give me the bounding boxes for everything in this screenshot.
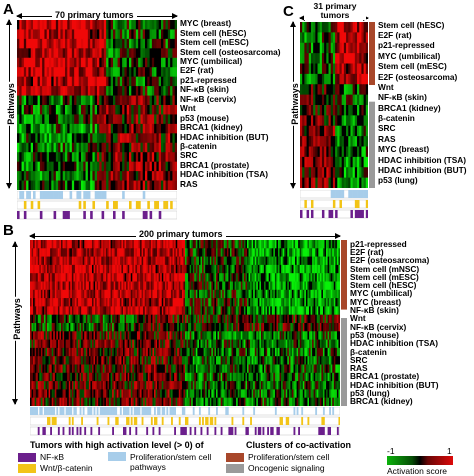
legend-item-oncogenic: Oncogenic signaling [226,463,325,473]
panel-c-cluster-bar [369,22,375,188]
legend-swatch-prolif-pathways [108,452,126,461]
panel-c-heatmap [300,22,368,188]
pathway-label: Stem cell (mESC) [180,37,249,48]
panel-a-heatmap [17,20,177,190]
pathway-label: p21-repressed [378,40,435,51]
legend-label-prolif-pathways: Proliferation/stem cell pathways [130,452,212,472]
pathway-label: Stem cell (osteosarcoma) [180,46,281,57]
pathway-label: Stem cell (mNSC) [350,263,420,274]
panel-c-pathways-label: Pathways [289,82,300,126]
legend-item-prolif-cluster: Proliferation/stem cell [226,452,329,462]
pathway-label: RAS [350,363,368,374]
pathway-label: NF-κB (cervix) [350,321,407,332]
legend-label-nfkb: NF-κB [40,452,65,462]
panel-b-cluster-bar [341,240,347,406]
panel-b-pathways-label: Pathways [11,297,22,341]
pathway-label: Stem cell (hESC) [378,19,445,30]
legend-clusters-title: Clusters of co-activation [246,440,352,450]
pathway-label: MYC (breast) [180,18,232,29]
pathway-label: Wnt [180,103,196,114]
pathway-label: BRCA1 (kidney) [350,396,413,407]
panel-c-tumor-label: 31 primary tumors [304,2,366,20]
pathway-label: E2F (osteosarcoma) [350,255,430,266]
panel-b-tumor-label: 200 primary tumors [136,229,226,239]
pathway-label: p21-repressed [350,238,407,249]
panel-b-heatmap [30,240,340,406]
legend-label-oncogenic: Oncogenic signaling [248,463,325,473]
pathway-label: RAS [378,133,396,144]
pathway-label: HDAC inhibition (TSA) [378,154,467,165]
panel-a-annotation-bars [17,191,177,220]
pathway-label: Stem cell (hESC) [350,280,417,291]
panel-c-pathway-labels: Stem cell (hESC) E2F (rat) p21-repressed MY… [378,20,474,186]
pathway-label: MYC (umbilical) [180,56,243,66]
pathway-label: SRC [350,354,368,365]
panel-b-pathway-labels: p21-repressed E2F (rat) E2F (osteosarcoma)… [350,238,474,407]
pathway-label: SRC [378,123,396,134]
pathway-label: p53 (lung) [350,388,390,399]
colorbar-min-label: -1 [387,446,395,456]
activation-colorbar [387,456,453,465]
legend-label-wnt: Wnt/β-catenin [40,463,93,473]
pathway-label: MYC (breast) [378,144,430,155]
pathway-label: NF-κB (cervix) [180,93,237,104]
pathway-label: NF-κB (skin) [378,92,427,103]
pathway-label: RAS [180,178,198,189]
pathway-label: E2F (rat) [350,246,384,257]
pathway-label: Wnt [350,313,366,324]
pathway-label: SRC [180,150,198,161]
legend-high-activation-title: Tumors with high activation level (> 0) … [30,440,204,450]
pathway-label: HDAC inhibition (BUT) [350,379,439,390]
legend-label-prolif-cluster: Proliferation/stem cell [248,452,330,462]
legend-swatch-nfkb [18,452,36,462]
pathway-label: Stem cell (mESC) [378,61,447,72]
pathway-label: β-catenin [378,113,415,124]
legend-swatch-prolif-cluster [226,452,244,462]
panel-a-tumor-label: 70 primary tumors [52,10,137,20]
colorbar-max-label: 1 [447,446,452,456]
pathway-label: MYC (breast) [350,296,402,307]
pathway-label: NF-κB (skin) [350,305,399,316]
colorbar-label: Activation score [387,466,447,476]
pathway-label: HDAC inhibition (BUT) [378,164,467,175]
panel-c-annotation-bars [300,190,368,219]
pathway-label: Wnt [378,81,394,92]
pathway-label: BRCA1 (kidney) [378,102,441,113]
legend-item-prolif-pathways: Proliferation/stem cell pathways [108,452,230,472]
pathway-label: BRCA1 (prostate) [180,159,250,170]
legend-item-nfkb: NF-κB [18,452,64,462]
pathway-label: HDAC inhibition (TSA) [350,338,439,349]
pathway-label: β-catenin [180,141,217,151]
pathway-label: E2F (rat) [180,65,214,76]
pathway-label: E2F (osteosarcoma) [378,71,458,82]
panel-a-pathways-label: Pathways [5,82,16,126]
pathway-label: BRCA1 (kidney) [180,122,243,133]
legend-item-wnt: Wnt/β-catenin [18,463,93,473]
pathway-label: Stem cell (hESC) [180,27,247,38]
panel-c-letter: C [283,3,294,20]
pathway-label: Stem cell (mESC) [350,271,419,282]
panel-b-letter: B [3,222,14,239]
legend-swatch-oncogenic [226,463,244,473]
pathway-label: MYC (umbilical) [350,288,413,299]
panel-b-annotation-bars [30,407,340,436]
pathway-label: HDAC inhibition (TSA) [180,169,269,180]
pathway-label: p53 (mouse) [180,112,229,123]
pathway-label: p53 (mouse) [350,329,399,340]
pathway-label: MYC (umbilical) [378,50,441,61]
pathway-label: E2F (rat) [378,30,412,41]
panel-a-pathway-labels: MYC (breast) Stem cell (hESC) Stem cell (m… [180,18,281,189]
pathway-label: NF-κB (skin) [180,84,229,95]
panel-a-letter: A [3,1,14,18]
legend-swatch-wnt [18,463,36,473]
pathway-label: BRCA1 (prostate) [350,371,420,382]
pathway-label: HDAC inhibition (BUT) [180,131,269,142]
pathway-label: β-catenin [350,346,387,357]
pathway-label: p53 (lung) [378,175,418,186]
pathway-label: p21-repressed [180,74,237,85]
